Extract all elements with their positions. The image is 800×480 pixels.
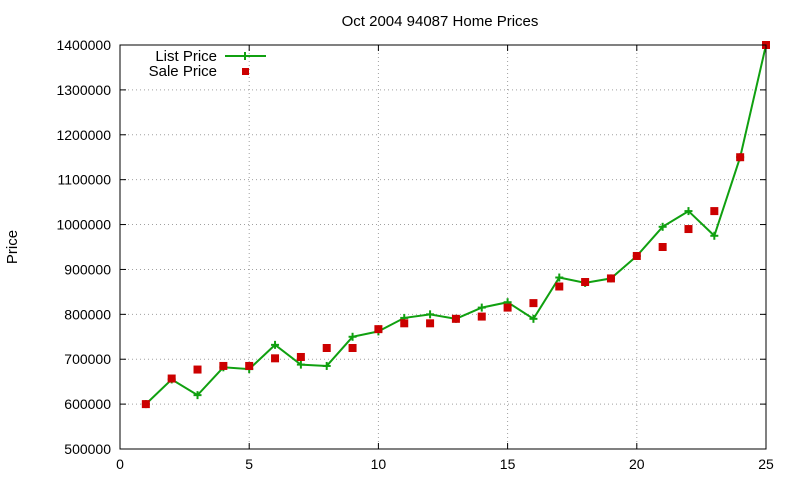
y-axis-label: Price bbox=[4, 230, 21, 264]
sale-price-point bbox=[271, 354, 280, 363]
sale-price-point bbox=[400, 319, 409, 328]
y-tick-label: 900000 bbox=[64, 261, 111, 277]
list-price-point bbox=[477, 303, 486, 312]
list-price-point bbox=[555, 273, 564, 282]
sale-price-point bbox=[658, 243, 667, 251]
list-price-point bbox=[684, 207, 693, 216]
sale-price-point bbox=[374, 325, 383, 334]
grid-lines bbox=[120, 45, 766, 449]
list-price-point bbox=[296, 360, 305, 369]
tick-labels: 0 5 10 15 20 25 500000 600000 700000 800000 900000… bbox=[56, 37, 774, 472]
y-tick-label: 600000 bbox=[64, 396, 111, 412]
y-tick-label: 700000 bbox=[64, 351, 111, 367]
list-price-point bbox=[529, 314, 538, 323]
sale-price-point bbox=[503, 303, 512, 312]
axis-ticks bbox=[119, 44, 767, 450]
sale-price-point bbox=[426, 319, 435, 328]
y-tick-label: 1400000 bbox=[56, 37, 111, 53]
list-price-point bbox=[658, 222, 667, 231]
legend-marker-list-price bbox=[241, 52, 249, 60]
y-tick-label: 800000 bbox=[64, 306, 111, 322]
legend-marker-sale-price bbox=[242, 68, 249, 75]
sale-price-point bbox=[219, 361, 228, 370]
y-tick-label: 1300000 bbox=[56, 82, 111, 98]
list-price-point bbox=[710, 231, 719, 240]
legend-label-list-price: List Price bbox=[155, 48, 217, 65]
legend: List Price Sale Price bbox=[149, 48, 266, 80]
sale-price-point bbox=[529, 299, 538, 308]
chart-title: Oct 2004 94087 Home Prices bbox=[342, 13, 539, 30]
list-price-point bbox=[193, 391, 202, 400]
list-price-point bbox=[426, 310, 435, 319]
list-price-point bbox=[348, 332, 357, 341]
x-tick-label: 0 bbox=[116, 456, 124, 472]
sale-price-point bbox=[477, 312, 486, 321]
sale-price-point bbox=[296, 352, 305, 361]
sale-price-point bbox=[245, 361, 254, 370]
list-price-point bbox=[271, 340, 280, 349]
x-tick-label: 25 bbox=[758, 456, 774, 472]
legend-plus-marker bbox=[241, 52, 249, 60]
y-tick-label: 1200000 bbox=[56, 127, 111, 143]
sale-price-point bbox=[555, 282, 564, 291]
sale-price-point bbox=[322, 344, 331, 352]
sale-price-point bbox=[736, 153, 745, 162]
y-tick-label: 1100000 bbox=[58, 172, 112, 188]
sale-price-point bbox=[451, 314, 460, 323]
plot-frame bbox=[119, 44, 767, 450]
x-tick-label: 20 bbox=[629, 456, 645, 472]
y-tick-label: 500000 bbox=[64, 441, 111, 457]
y-tick-label: 1000000 bbox=[56, 217, 111, 233]
x-tick-label: 15 bbox=[500, 456, 516, 472]
sale-price-point bbox=[141, 400, 150, 409]
sale-price-point bbox=[606, 274, 615, 283]
sale-price-point bbox=[348, 344, 357, 352]
x-tick-label: 5 bbox=[245, 456, 253, 472]
sale-price-point bbox=[581, 278, 590, 287]
sale-price-point bbox=[684, 225, 693, 234]
legend-label-sale-price: Sale Price bbox=[149, 63, 217, 80]
sale-price-point bbox=[167, 374, 176, 383]
sale-price-point bbox=[632, 251, 641, 260]
series-sale-price bbox=[141, 41, 770, 409]
sale-price-point bbox=[710, 207, 719, 216]
sale-price-point bbox=[193, 365, 202, 374]
x-tick-label: 10 bbox=[371, 456, 387, 472]
list-price-point bbox=[322, 361, 331, 370]
